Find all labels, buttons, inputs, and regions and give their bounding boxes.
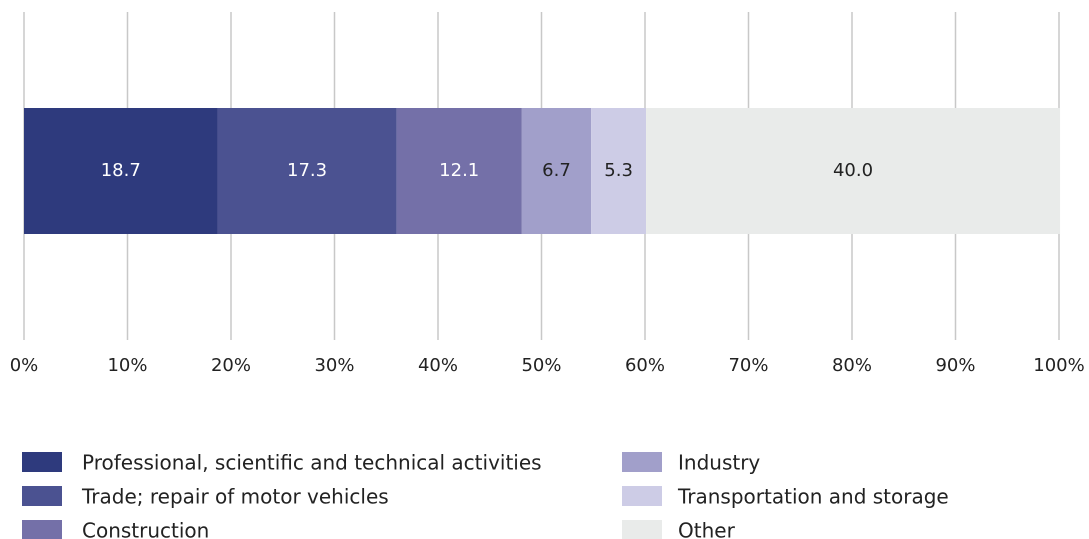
x-tick-label: 60% xyxy=(625,355,665,376)
legend-swatch xyxy=(22,486,62,506)
x-tick-label: 20% xyxy=(211,355,251,376)
legend-label: Trade; repair of motor vehicles xyxy=(81,485,389,509)
x-tick-label: 40% xyxy=(418,355,458,376)
data-label: 17.3 xyxy=(287,160,327,181)
legend-swatch xyxy=(622,486,662,506)
legend-swatch xyxy=(22,452,62,472)
bar-segment xyxy=(217,108,397,234)
legend-label: Industry xyxy=(678,451,760,475)
bar-segment xyxy=(396,108,522,234)
legend-label: Transportation and storage xyxy=(677,485,949,509)
data-label: 18.7 xyxy=(101,160,141,181)
x-tick-label: 50% xyxy=(521,355,561,376)
x-tick-label: 10% xyxy=(107,355,147,376)
legend-label: Other xyxy=(678,519,736,539)
bar-segment xyxy=(646,108,1061,234)
x-tick-label: 100% xyxy=(1033,355,1084,376)
bar-segment xyxy=(591,108,647,234)
data-label: 5.3 xyxy=(604,160,633,181)
bar-segment xyxy=(521,108,592,234)
data-label: 40.0 xyxy=(833,160,873,181)
legend-label: Construction xyxy=(82,519,209,539)
legend-swatch xyxy=(622,452,662,472)
legend-swatch xyxy=(622,520,662,539)
x-tick-label: 90% xyxy=(935,355,975,376)
data-label: 6.7 xyxy=(542,160,571,181)
legend-swatch xyxy=(22,520,62,539)
x-tick-label: 0% xyxy=(10,355,39,376)
bar-segment xyxy=(24,108,218,234)
data-label: 12.1 xyxy=(439,160,479,181)
x-tick-label: 70% xyxy=(728,355,768,376)
x-tick-label: 30% xyxy=(314,355,354,376)
legend-label: Professional, scientific and technical a… xyxy=(82,451,542,475)
x-tick-label: 80% xyxy=(832,355,872,376)
